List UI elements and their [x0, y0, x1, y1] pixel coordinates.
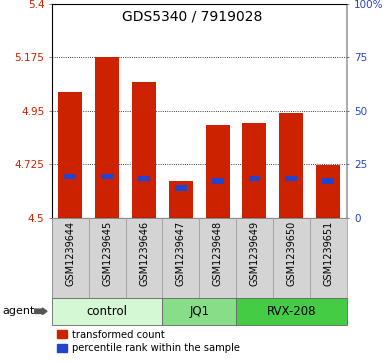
Bar: [162, 298, 236, 325]
Bar: [126, 218, 162, 298]
Text: agent: agent: [2, 306, 34, 316]
Bar: [322, 178, 334, 184]
Text: GSM1239648: GSM1239648: [213, 221, 223, 286]
Text: GDS5340 / 7919028: GDS5340 / 7919028: [122, 9, 263, 23]
Bar: [285, 176, 297, 181]
Text: RVX-208: RVX-208: [266, 305, 316, 318]
Bar: [310, 218, 346, 298]
Text: GSM1239645: GSM1239645: [102, 221, 112, 286]
Bar: [95, 57, 119, 218]
Bar: [243, 123, 266, 218]
Bar: [132, 82, 156, 218]
Text: GSM1239646: GSM1239646: [139, 221, 149, 286]
Bar: [279, 113, 303, 218]
Text: GSM1239650: GSM1239650: [286, 221, 296, 286]
Bar: [236, 218, 273, 298]
Text: control: control: [87, 305, 128, 318]
Bar: [52, 298, 162, 325]
Text: GSM1239651: GSM1239651: [323, 221, 333, 286]
Bar: [273, 218, 310, 298]
Bar: [101, 174, 113, 179]
Bar: [89, 218, 126, 298]
Text: GSM1239644: GSM1239644: [65, 221, 75, 286]
Bar: [169, 181, 193, 218]
Bar: [52, 218, 89, 298]
Bar: [138, 176, 150, 181]
Bar: [59, 92, 82, 218]
Bar: [65, 174, 76, 179]
Bar: [162, 218, 199, 298]
Text: JQ1: JQ1: [189, 305, 209, 318]
Text: GSM1239647: GSM1239647: [176, 221, 186, 286]
Text: GSM1239649: GSM1239649: [249, 221, 259, 286]
Bar: [316, 166, 340, 218]
Bar: [212, 178, 224, 184]
Bar: [199, 218, 236, 298]
Bar: [206, 125, 229, 218]
Legend: transformed count, percentile rank within the sample: transformed count, percentile rank withi…: [57, 330, 240, 354]
Bar: [175, 185, 187, 191]
Bar: [249, 176, 260, 181]
Bar: [236, 298, 346, 325]
